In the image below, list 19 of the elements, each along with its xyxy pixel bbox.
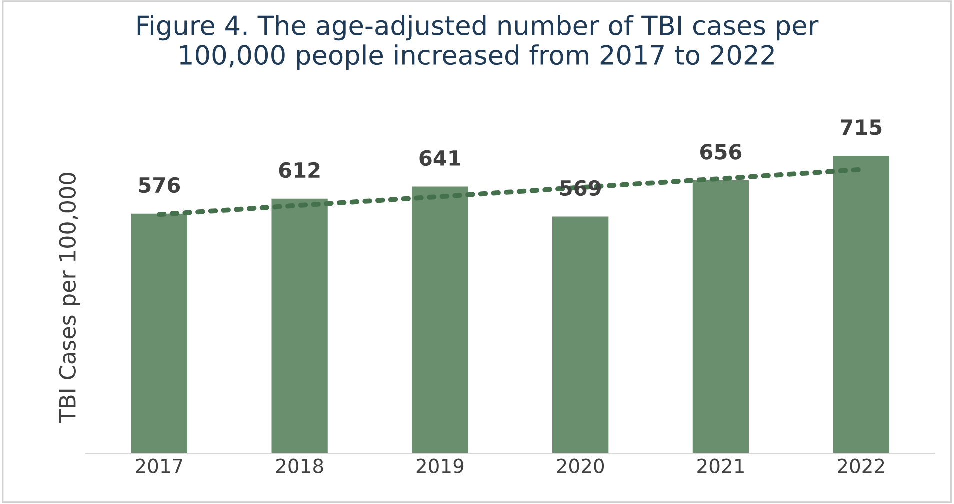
chart-title: Figure 4. The age-adjusted number of TBI cases per 100,000 people increased from 2017 to 2022	[138, 15, 819, 70]
x-tick-label: 2017	[136, 458, 183, 474]
data-label: 715	[841, 120, 882, 136]
bar	[833, 156, 890, 454]
data-label: 641	[420, 150, 461, 166]
data-label: 576	[139, 177, 180, 194]
x-tick-label: 2022	[838, 458, 884, 474]
x-tick-label: 2020	[557, 458, 604, 474]
x-tick-label: 2021	[698, 458, 744, 474]
y-axis-title: TBI Cases per 100,000	[59, 173, 80, 424]
bar	[692, 180, 750, 454]
bar	[412, 186, 468, 454]
x-tick-label: 2018	[276, 458, 324, 474]
data-label: 612	[279, 162, 320, 178]
x-tick-label: 2019	[416, 458, 464, 474]
bar	[272, 198, 328, 454]
bar	[131, 214, 188, 454]
bar	[552, 216, 609, 454]
data-label: 656	[700, 144, 742, 160]
